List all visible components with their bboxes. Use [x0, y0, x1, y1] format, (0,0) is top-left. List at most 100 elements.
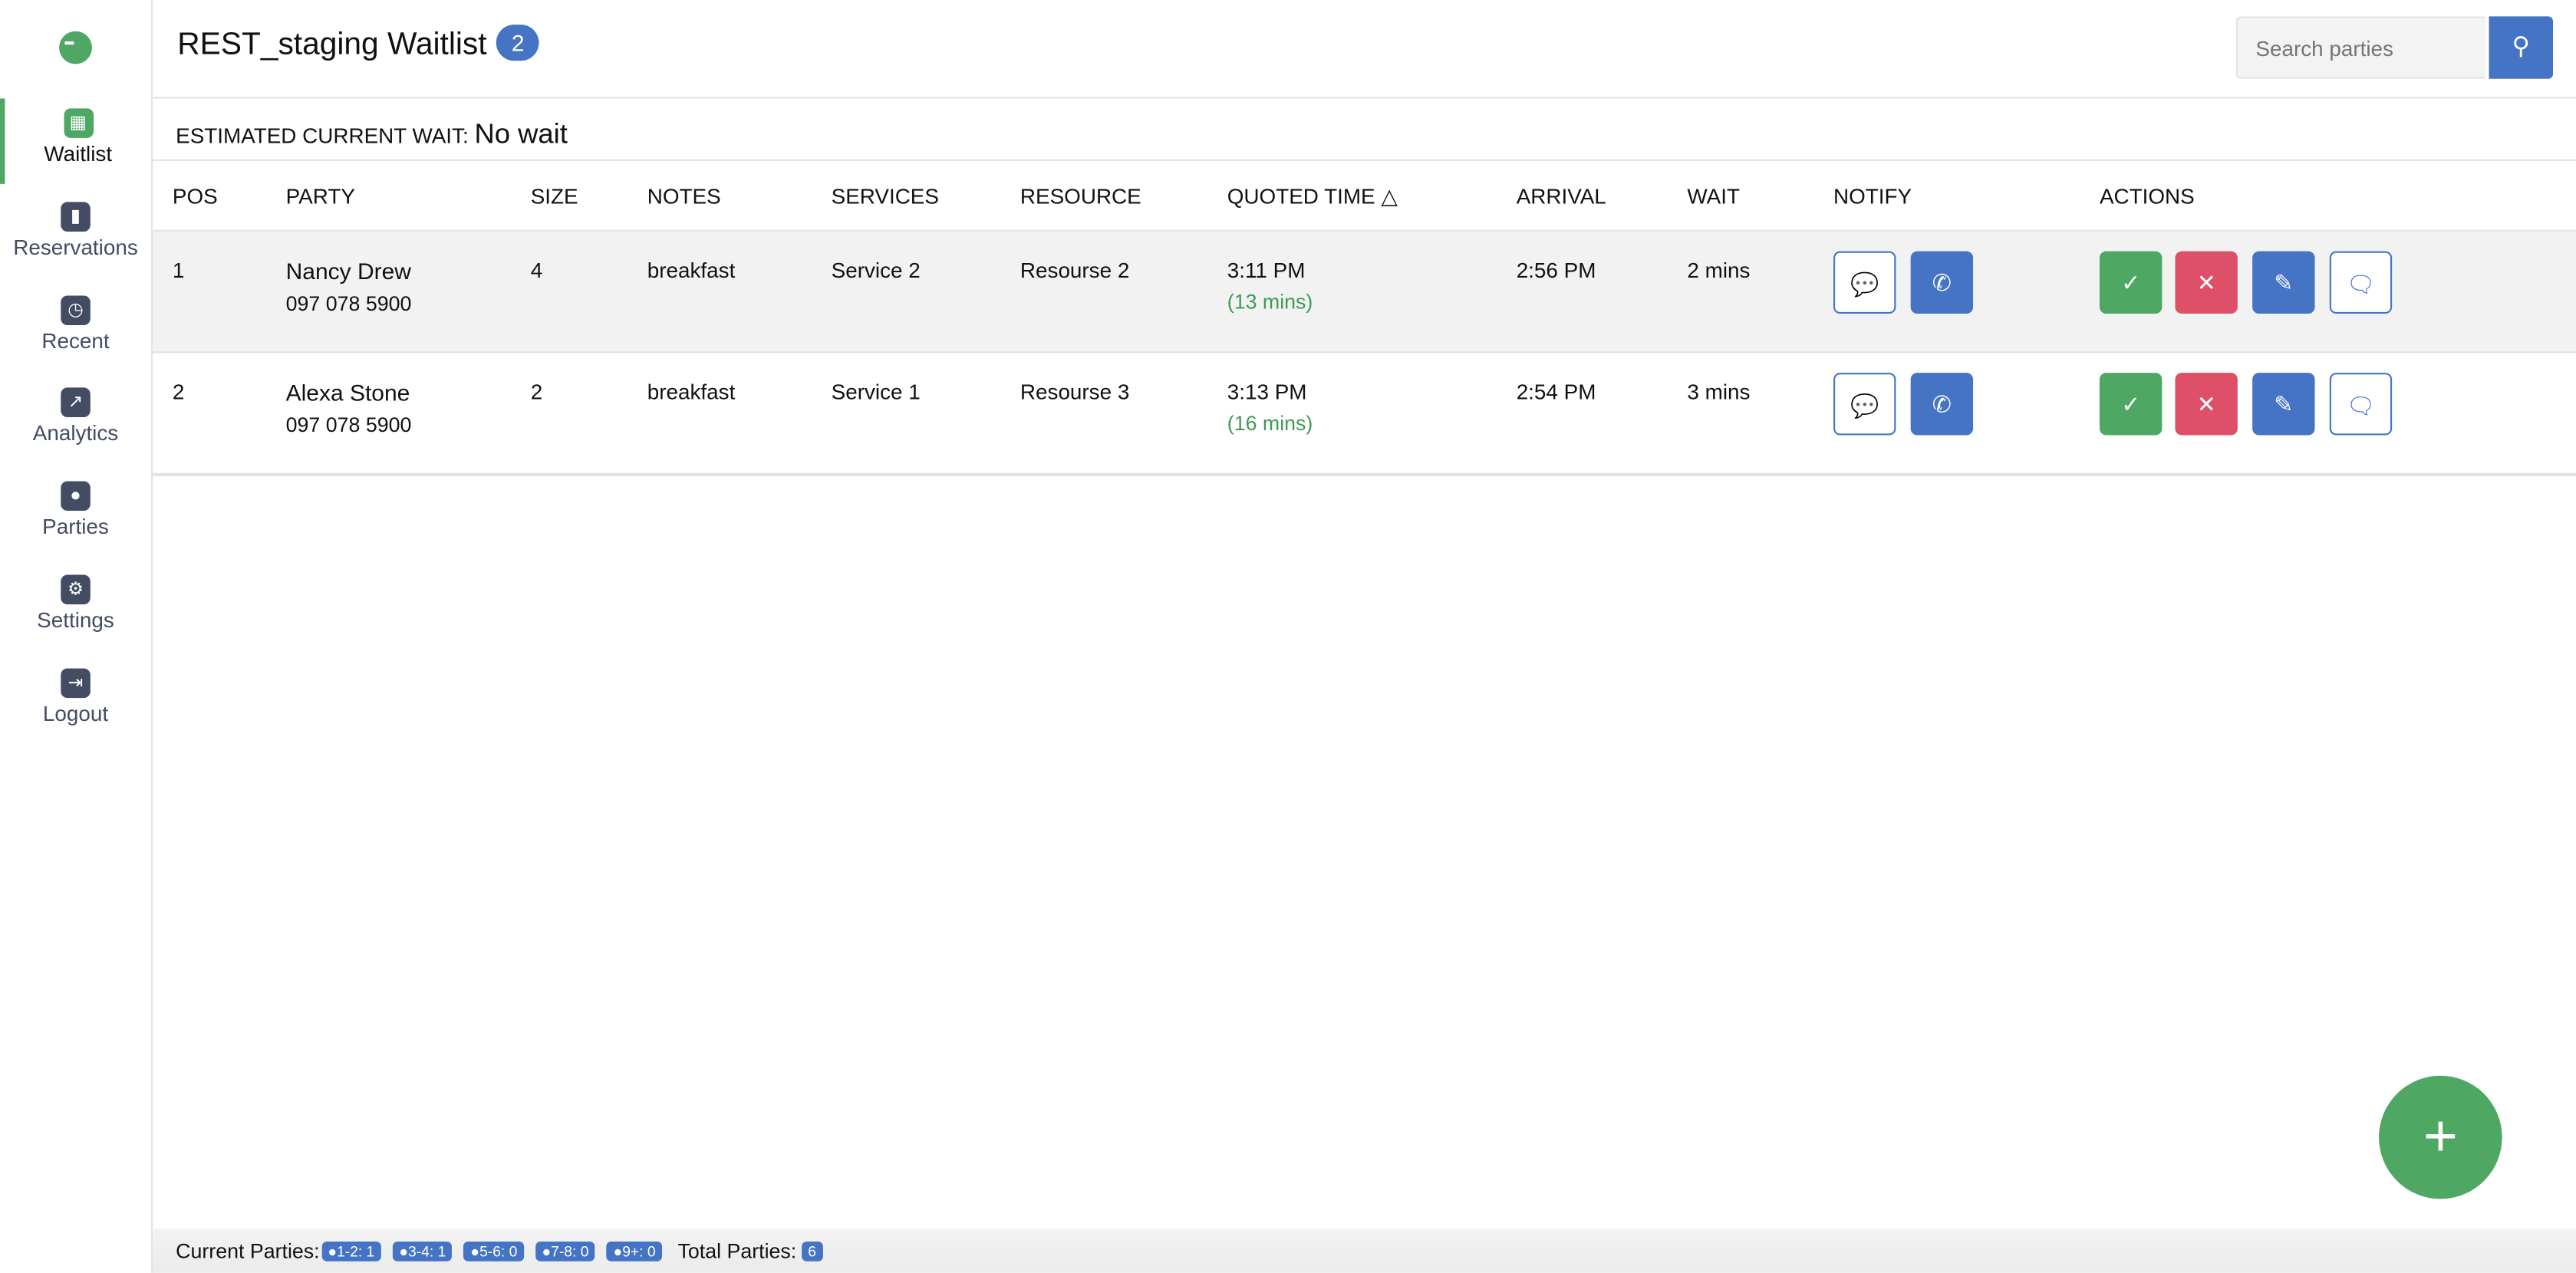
user-icon: ●	[470, 1243, 480, 1260]
sidebar-item-logout[interactable]: ⇥ Logout	[0, 658, 151, 743]
position: 1	[172, 258, 185, 283]
table-row: 1 Nancy Drew 097 078 5900 4 breakfast Ser…	[153, 231, 2576, 355]
logout-icon: ⇥	[61, 668, 91, 698]
edit-button[interactable]: ✎	[2252, 373, 2315, 436]
page-title: REST_staging Waitlist 2	[177, 25, 540, 64]
service: Service 1	[831, 379, 921, 404]
phone-icon: ✆	[1932, 390, 1952, 417]
user-icon: ●	[328, 1243, 337, 1260]
party-name: Nancy Drew	[285, 258, 411, 285]
column-header-size: SIZE	[530, 183, 578, 209]
column-header-quoted-time[interactable]: QUOTED TIME △	[1227, 183, 1398, 209]
wait-time: 2 mins	[1687, 258, 1751, 283]
search-icon: ⚲	[2512, 32, 2531, 61]
table-header: POS PARTY SIZE NOTES SERVICES RESOURCE QUOTED …	[153, 160, 2576, 234]
party-size-badge: ●3-4: 1	[392, 1242, 453, 1261]
quoted-time: 3:11 PM	[1227, 258, 1306, 283]
pencil-icon: ✎	[2274, 269, 2294, 296]
party-size: 2	[530, 379, 543, 404]
wait-label: ESTIMATED CURRENT WAIT:	[176, 123, 469, 148]
column-header-notify: NOTIFY	[1833, 183, 1912, 209]
line-chart-icon: ↗	[61, 388, 91, 418]
sidebar-item-settings[interactable]: ⚙ Settings	[0, 565, 151, 650]
phone-icon: ✆	[1932, 269, 1952, 296]
edit-button[interactable]: ✎	[2252, 251, 2315, 314]
sidebar: ▦ Waitlist ▮ Reservations ◷ Recent ↗ Ana…	[0, 0, 153, 1273]
sms-notify-button[interactable]: 💬	[1833, 373, 1896, 436]
search-button[interactable]: ⚲	[2489, 16, 2554, 79]
sidebar-item-waitlist[interactable]: ▦ Waitlist	[0, 98, 151, 184]
resource: Resourse 3	[1020, 379, 1130, 404]
pencil-icon: ✎	[2274, 390, 2294, 417]
party-size-badge: ●7-8: 0	[535, 1242, 595, 1261]
user-icon: ●	[399, 1243, 409, 1260]
wait-time: 3 mins	[1687, 379, 1751, 404]
column-header-notes: NOTES	[647, 183, 721, 209]
total-parties-label: Total Parties:	[677, 1239, 797, 1263]
arrival: 2:56 PM	[1516, 258, 1596, 283]
add-party-button[interactable]: +	[2379, 1075, 2502, 1199]
estimated-wait: ESTIMATED CURRENT WAIT: No wait	[153, 98, 2576, 161]
close-icon: ✕	[2196, 390, 2216, 417]
wait-value: No wait	[474, 118, 568, 150]
current-parties-label: Current Parties:	[176, 1239, 320, 1263]
column-header-actions: ACTIONS	[2099, 183, 2195, 209]
party-size-badge: ●1-2: 1	[321, 1242, 381, 1261]
quoted-relative: (13 mins)	[1227, 291, 1313, 314]
bar-chart-icon: ▮	[61, 201, 91, 232]
user-icon: ●	[542, 1243, 552, 1260]
remove-button[interactable]: ✕	[2175, 251, 2238, 314]
sidebar-item-parties[interactable]: ● Parties	[0, 472, 151, 557]
check-icon: ✓	[2121, 390, 2141, 417]
message-icon: 💬	[1850, 271, 1879, 298]
column-header-services: SERVICES	[831, 183, 939, 209]
sidebar-item-analytics[interactable]: ↗ Analytics	[0, 378, 151, 463]
sidebar-item-reservations[interactable]: ▮ Reservations	[0, 192, 151, 277]
message-icon: 💬	[1850, 392, 1879, 419]
sms-notify-button[interactable]: 💬	[1833, 251, 1896, 314]
column-header-arrival: ARRIVAL	[1516, 183, 1606, 209]
notes: breakfast	[647, 379, 736, 404]
resource: Resourse 2	[1020, 258, 1130, 283]
quoted-relative: (16 mins)	[1227, 412, 1313, 436]
call-notify-button[interactable]: ✆	[1910, 251, 1974, 314]
close-icon: ✕	[2196, 269, 2216, 296]
column-header-resource: RESOURCE	[1020, 183, 1141, 209]
user-icon: ●	[613, 1243, 623, 1260]
chat-button[interactable]: 🗨	[2329, 251, 2393, 314]
party-size: 4	[530, 258, 543, 283]
party-size-badge: ●5-6: 0	[463, 1242, 524, 1261]
remove-button[interactable]: ✕	[2175, 373, 2238, 436]
column-header-party: PARTY	[285, 183, 355, 209]
footer: Current Parties: ●1-2: 1 ●3-4: 1 ●5-6: 0 ●7-…	[153, 1228, 2576, 1273]
calendar-icon: ▦	[63, 108, 94, 138]
call-notify-button[interactable]: ✆	[1910, 373, 1974, 436]
arrival: 2:54 PM	[1516, 379, 1596, 404]
column-header-wait: WAIT	[1687, 183, 1740, 209]
party-name: Alexa Stone	[285, 379, 410, 406]
total-parties-badge: 6	[801, 1242, 823, 1261]
notes: breakfast	[647, 258, 736, 283]
party-phone: 097 078 5900	[285, 292, 412, 316]
sort-asc-icon[interactable]: △	[1381, 183, 1398, 209]
plus-icon: +	[2423, 1102, 2458, 1169]
check-icon: ✓	[2121, 269, 2141, 296]
chat-icon: 🗨	[2346, 271, 2376, 298]
party-phone: 097 078 5900	[285, 413, 412, 437]
party-size-badge: ●9+: 0	[606, 1242, 663, 1261]
position: 2	[172, 379, 185, 404]
clock-icon: ◷	[61, 294, 91, 325]
quoted-time: 3:13 PM	[1227, 379, 1307, 404]
seat-button[interactable]: ✓	[2099, 251, 2163, 314]
app-logo-icon	[59, 31, 92, 64]
count-badge: 2	[496, 25, 540, 61]
gear-icon: ⚙	[61, 574, 91, 605]
sidebar-item-recent[interactable]: ◷ Recent	[0, 285, 151, 370]
search-input[interactable]	[2235, 16, 2486, 79]
chat-button[interactable]: 🗨	[2329, 373, 2393, 436]
seat-button[interactable]: ✓	[2099, 373, 2163, 436]
table-row: 2 Alexa Stone 097 078 5900 2 breakfast Se…	[153, 353, 2576, 477]
chat-icon: 🗨	[2346, 392, 2376, 419]
column-header-pos: POS	[172, 183, 218, 209]
